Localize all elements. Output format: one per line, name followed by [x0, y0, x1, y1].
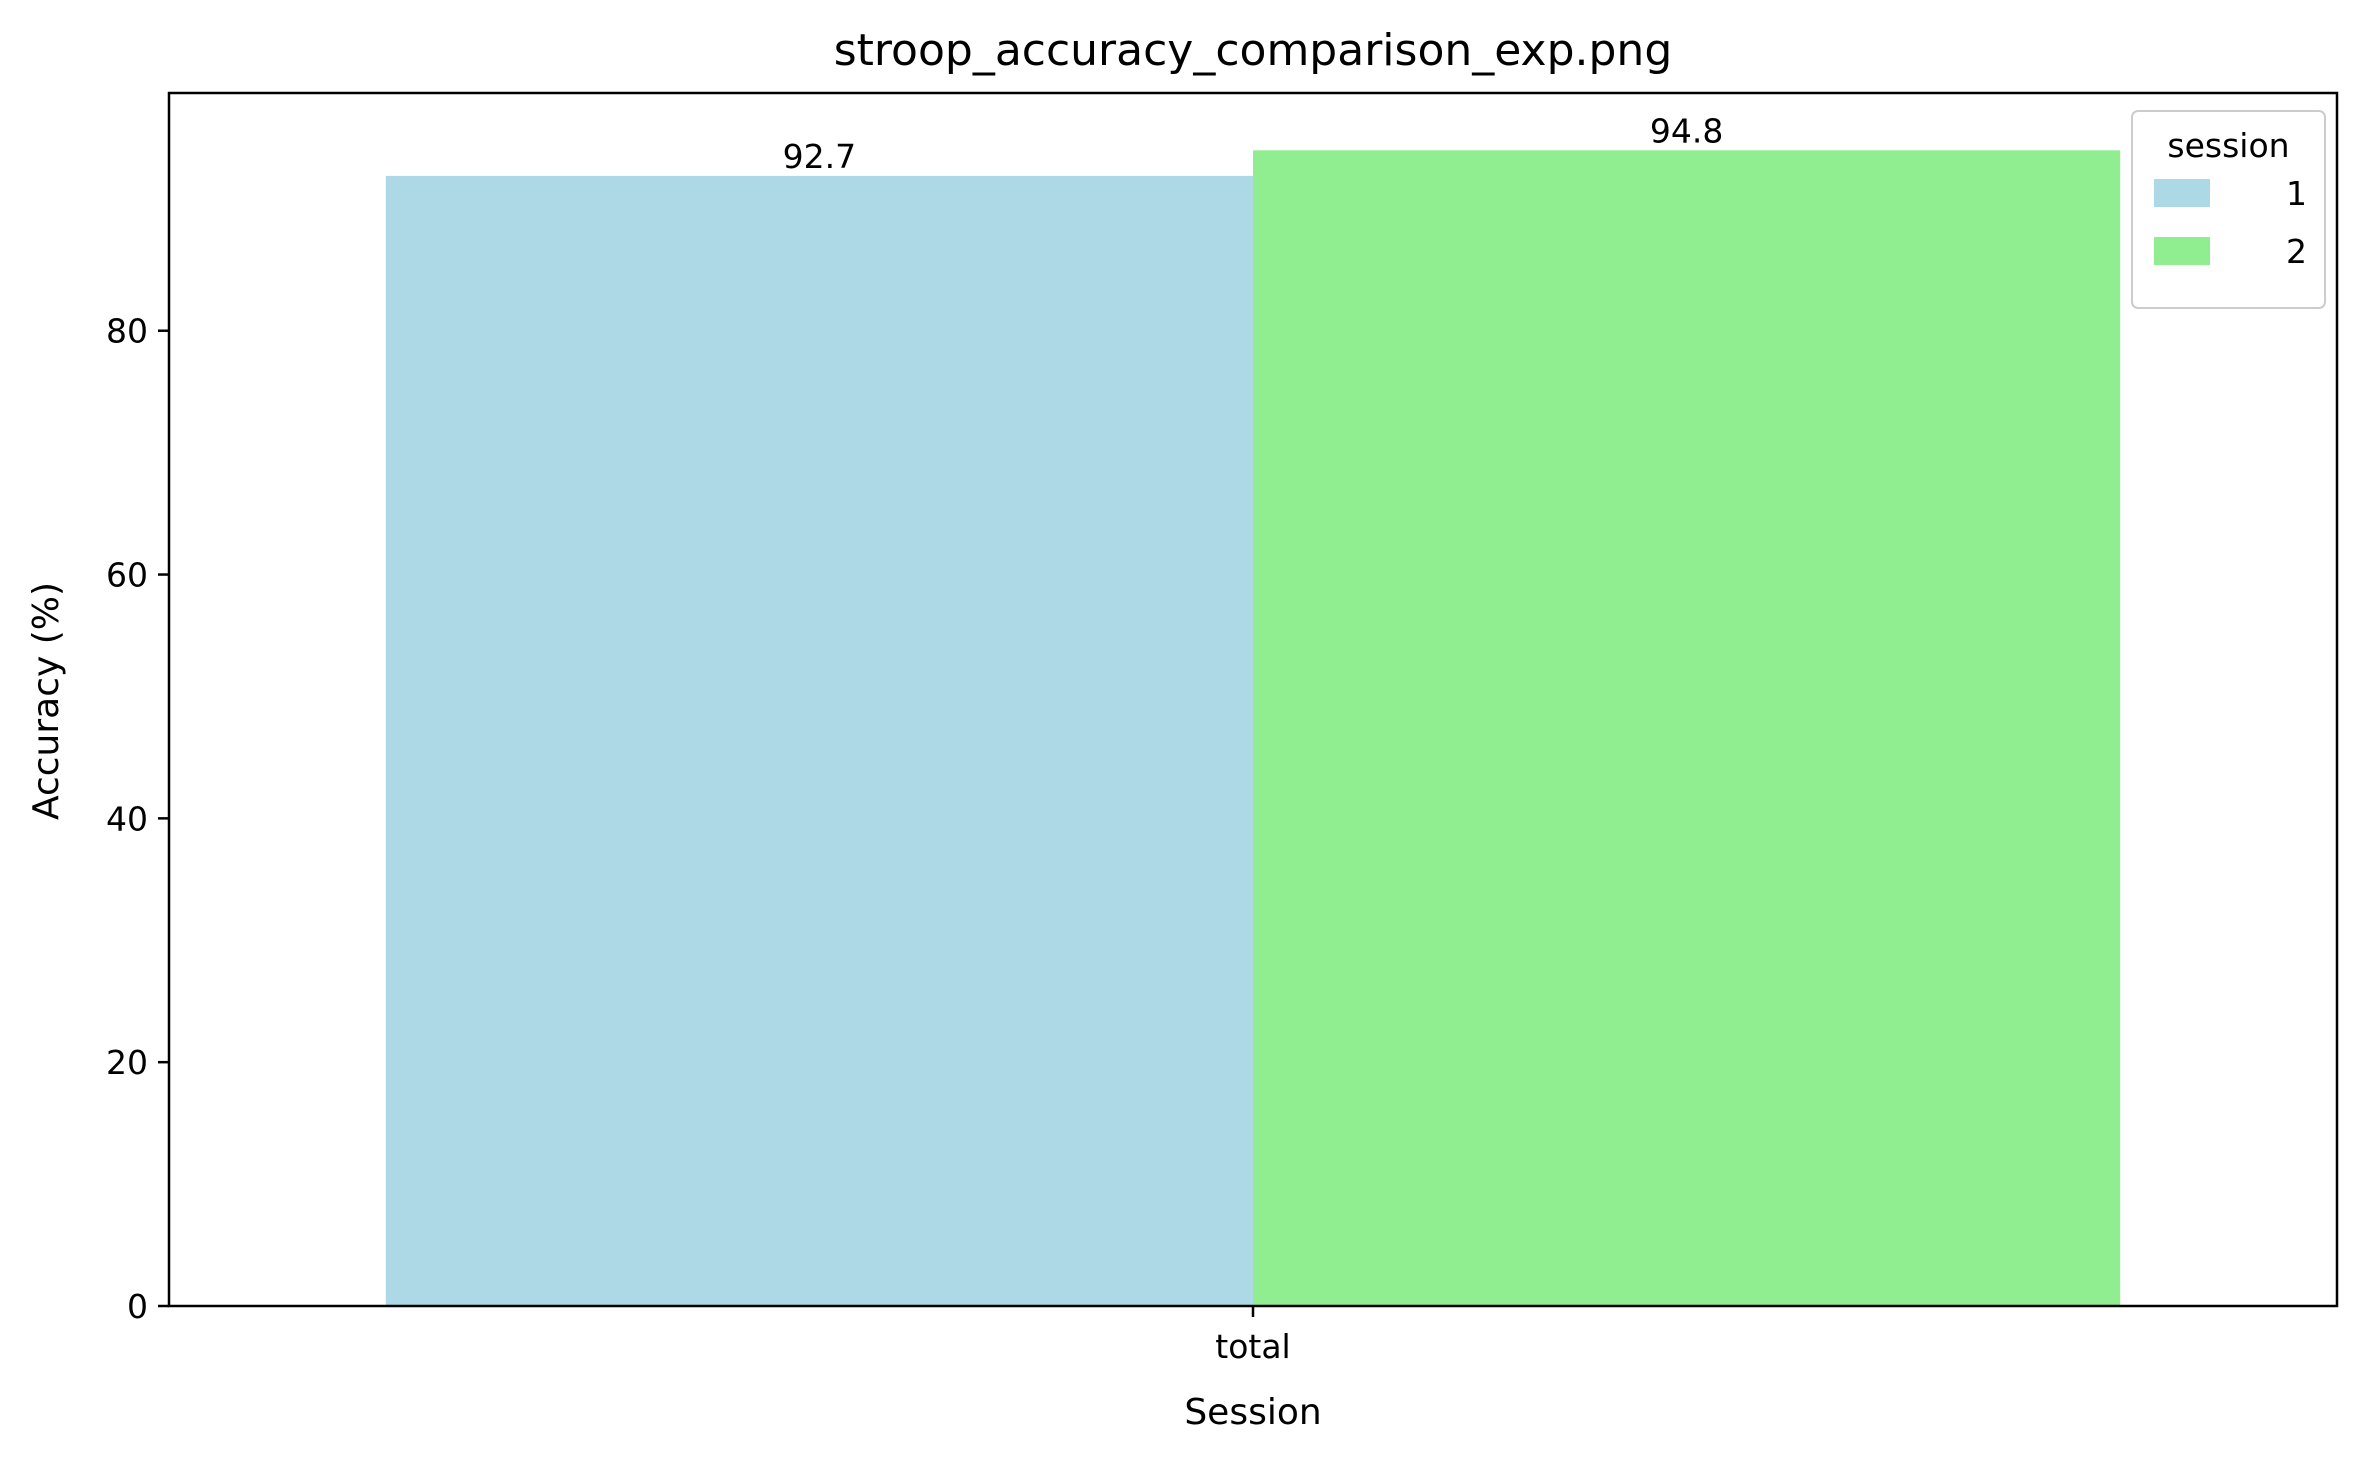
- y-axis-ticks: 0 20 40 60 80: [106, 312, 169, 1326]
- data-label-series-1: 92.7: [783, 137, 856, 176]
- x-tick-label: total: [1215, 1327, 1290, 1366]
- x-axis-ticks: total: [1215, 1306, 1291, 1366]
- legend-entry-label: 1: [2286, 174, 2307, 213]
- y-tick-label: 80: [106, 312, 148, 351]
- legend-swatch-1: [2154, 179, 2210, 207]
- legend: session 1 2: [2131, 110, 2326, 309]
- data-labels-group: 92.7 94.8: [783, 111, 1724, 176]
- y-axis-label: Accuracy (%): [26, 582, 67, 820]
- bar-series-1-total: [385, 175, 1253, 1307]
- legend-swatch-2: [2154, 237, 2210, 265]
- chart-title: stroop_accuracy_comparison_exp.png: [834, 25, 1673, 76]
- y-tick-label: 20: [106, 1043, 148, 1082]
- bars-group: [385, 150, 2121, 1307]
- y-tick-label: 40: [106, 799, 148, 838]
- data-label-series-2: 94.8: [1650, 111, 1723, 150]
- bar-series-2-total: [1253, 150, 2121, 1306]
- y-tick-label: 60: [106, 556, 148, 595]
- legend-title: session: [2167, 126, 2289, 165]
- legend-entry-label: 2: [2286, 232, 2307, 271]
- y-tick-label: 0: [127, 1287, 148, 1326]
- x-axis-label: Session: [1184, 1392, 1321, 1433]
